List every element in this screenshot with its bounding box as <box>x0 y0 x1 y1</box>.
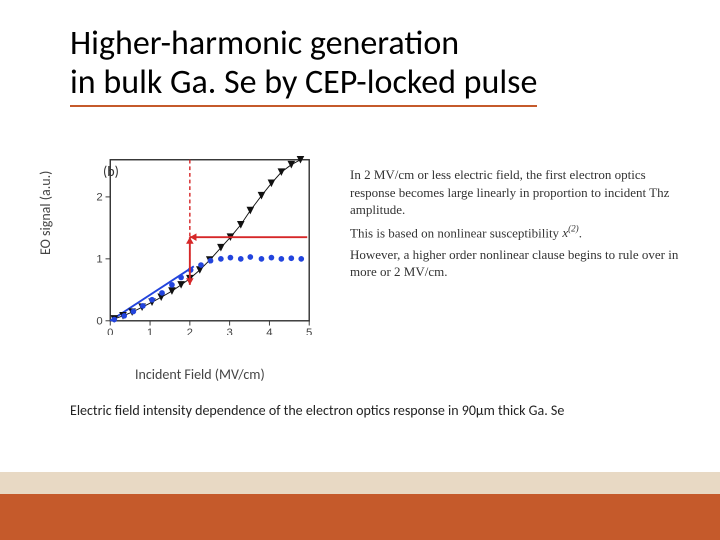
chart-panel: EO signal (a.u.) Incident Field (MV/cm) … <box>55 155 335 355</box>
desc-p2: This is based on nonlinear susceptibilit… <box>350 223 690 242</box>
svg-text:0: 0 <box>107 327 113 335</box>
chart-svg: 0 1 2 3 4 5 0 1 2 <box>85 155 325 335</box>
svg-text:1: 1 <box>147 327 153 335</box>
title-line1: Higher-harmonic generation <box>70 23 459 64</box>
x-axis-label: Incident Field (MV/cm) <box>135 366 265 383</box>
svg-text:4: 4 <box>266 327 272 335</box>
svg-text:5: 5 <box>306 327 312 335</box>
description-text: In 2 MV/cm or less electric field, the f… <box>350 166 690 285</box>
slide-title: Higher-harmonic generation in bulk Ga. S… <box>70 24 537 102</box>
desc-p3: However, a higher order nonlinear clause… <box>350 246 690 281</box>
desc-p1: In 2 MV/cm or less electric field, the f… <box>350 166 690 219</box>
footer-band-top <box>0 472 720 494</box>
svg-text:3: 3 <box>226 327 232 335</box>
chi-symbol: x(2) <box>562 225 578 240</box>
svg-text:2: 2 <box>187 327 193 335</box>
y-axis-label: EO signal (a.u.) <box>37 171 54 255</box>
figure-caption: Electric field intensity dependence of t… <box>70 402 630 420</box>
footer-bar <box>0 494 720 540</box>
svg-text:1: 1 <box>96 254 102 266</box>
title-line2: in bulk Ga. Se by CEP-locked pulse <box>70 62 537 107</box>
svg-text:2: 2 <box>96 192 102 204</box>
svg-text:0: 0 <box>96 316 102 328</box>
